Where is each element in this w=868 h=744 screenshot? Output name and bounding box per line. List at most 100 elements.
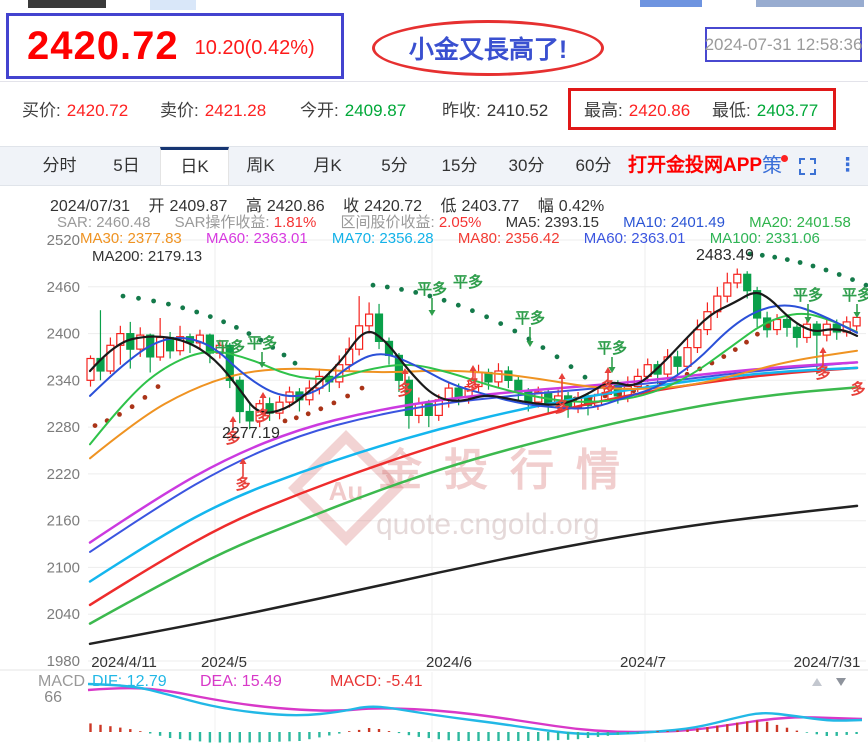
watermark-url: quote.cngold.org [376, 508, 600, 541]
tab-5day[interactable]: 5日 [113, 156, 140, 175]
svg-text:多: 多 [554, 398, 569, 416]
open-app-link[interactable]: 打开金投网APP [628, 155, 763, 176]
scroll-up-icon[interactable] [812, 678, 822, 686]
header-divider [0, 81, 868, 82]
macd-value-label: MACD: -5.41 [330, 673, 423, 690]
svg-text:2024/5: 2024/5 [201, 654, 247, 671]
bid-price: 买价: 2420.72 [22, 101, 129, 120]
ma-lines [88, 291, 859, 646]
last-price: 2420.72 [27, 23, 179, 68]
svg-text:平多: 平多 [515, 309, 545, 327]
svg-text:平多: 平多 [793, 286, 823, 304]
indicator-row-1: SAR: 2460.48 SAR操作收益: 1.81% 区间股价收益: 2.05… [57, 214, 851, 231]
price-highlight-box: 2420.72 10.20(0.42%) [6, 13, 344, 79]
svg-text:多: 多 [815, 364, 830, 382]
timestamp: 2024-07-31 12:58:36 [704, 34, 863, 54]
prev-close: 昨收: 2410.52 [442, 101, 549, 120]
ma-line-MA30 [89, 349, 858, 460]
ma-line-MA70 [88, 366, 859, 583]
signal-annotations: 平多 平多平多 平多平多平多平多 平多多多多多多多多多多2277.192483.49 [215, 247, 868, 493]
ma-line-MA100 [88, 386, 859, 625]
svg-text:2024/6: 2024/6 [426, 654, 472, 671]
svg-text:2340: 2340 [47, 372, 80, 389]
ask-price: 卖价: 2421.28 [160, 101, 267, 120]
period-tab-bar: 分时 5日 日K 周K 月K 5分 15分 30分 60分 打开金投网APP 策… [0, 146, 868, 186]
svg-text:2460: 2460 [47, 279, 80, 296]
fullscreen-icon[interactable] [799, 158, 816, 180]
svg-text:2400: 2400 [47, 326, 80, 343]
clipped-tag [150, 0, 196, 10]
ma-line-MA20 [89, 312, 858, 446]
svg-text:平多: 平多 [842, 286, 868, 304]
svg-text:2220: 2220 [47, 466, 80, 483]
price-extreme-label: 2277.19 [222, 425, 280, 442]
svg-text:平多: 平多 [247, 334, 277, 352]
svg-text:平多: 平多 [453, 273, 483, 291]
svg-text:多: 多 [255, 407, 270, 425]
svg-text:2520: 2520 [47, 232, 80, 249]
svg-text:多: 多 [397, 381, 412, 399]
svg-text:多: 多 [235, 475, 250, 493]
tab-5min[interactable]: 5分 [381, 156, 408, 175]
svg-text:2100: 2100 [47, 559, 80, 576]
ma-line-MA60b [89, 361, 858, 553]
clipped-link-left [640, 0, 702, 7]
ma-line-MA10 [89, 304, 858, 410]
svg-text:2024/7/31: 2024/7/31 [794, 654, 861, 671]
quote-row: 买价: 2420.72 卖价: 2421.28 今开: 2409.87 昨收: 2410… [0, 88, 868, 130]
svg-text:多: 多 [225, 429, 240, 447]
svg-text:多: 多 [850, 380, 865, 398]
candles-layer [86, 268, 861, 430]
ma-line-MA5 [88, 291, 859, 414]
high-price: 最高: 2420.86 [584, 101, 691, 120]
svg-text:平多: 平多 [597, 339, 627, 357]
ma-line-MA60 [88, 361, 859, 544]
tab-weekly-k[interactable]: 周K [246, 156, 275, 175]
tab-monthly-k[interactable]: 月K [313, 156, 342, 175]
ma-line-MA200 [88, 504, 859, 646]
strategy-button[interactable]: 策 [762, 147, 788, 185]
svg-text:2024/7: 2024/7 [620, 654, 666, 671]
dea-label: DEA: 15.49 [200, 673, 282, 690]
svg-text:平多: 平多 [215, 338, 245, 356]
more-menu-icon[interactable]: ⋮ [838, 155, 857, 176]
svg-text:多: 多 [600, 378, 615, 396]
clipped-link-right [756, 0, 864, 7]
svg-text:2280: 2280 [47, 419, 80, 436]
price-extreme-label: 2483.49 [696, 247, 754, 264]
price-change: 10.20(0.42%) [194, 36, 315, 59]
svg-text:2160: 2160 [47, 513, 80, 530]
tab-daily-k[interactable]: 日K [160, 147, 229, 185]
indicator-row-2: MA30: 2377.83 MA60: 2363.01 MA70: 2356.2… [80, 230, 820, 247]
watermark-title: 金投行情 [377, 446, 642, 495]
open-price: 今开: 2409.87 [300, 101, 407, 120]
dea-line [87, 687, 863, 734]
svg-text:平多: 平多 [417, 280, 447, 298]
tab-30min[interactable]: 30分 [508, 156, 545, 175]
svg-text:1980: 1980 [47, 653, 80, 670]
tab-15min[interactable]: 15分 [441, 156, 478, 175]
macd-scale-label: 66 [44, 689, 62, 706]
macd-histogram [89, 720, 858, 743]
svg-text:多: 多 [465, 376, 480, 394]
svg-text:2040: 2040 [47, 606, 80, 623]
tab-60min[interactable]: 60分 [575, 156, 612, 175]
timestamp-box: 2024-07-31 12:58:36 [705, 27, 862, 62]
macd-label: MACD [38, 673, 85, 690]
high-low-highlight-box [568, 88, 836, 130]
x-axis-labels: 2024/4/11 2024/5 2024/6 2024/7 2024/7/31 [91, 654, 860, 671]
banner-text: 小金又長高了! [408, 36, 568, 64]
notification-dot [781, 155, 788, 162]
tab-timeline[interactable]: 分时 [42, 156, 77, 175]
low-price: 最低: 2403.77 [712, 101, 819, 120]
ohlc-date: 2024/07/31 [50, 198, 131, 215]
svg-text:2024/4/11: 2024/4/11 [91, 654, 157, 671]
clipped-page-title [28, 0, 106, 8]
scroll-down-icon[interactable] [836, 678, 846, 686]
banner-annotation: 小金又長高了! [372, 20, 604, 76]
